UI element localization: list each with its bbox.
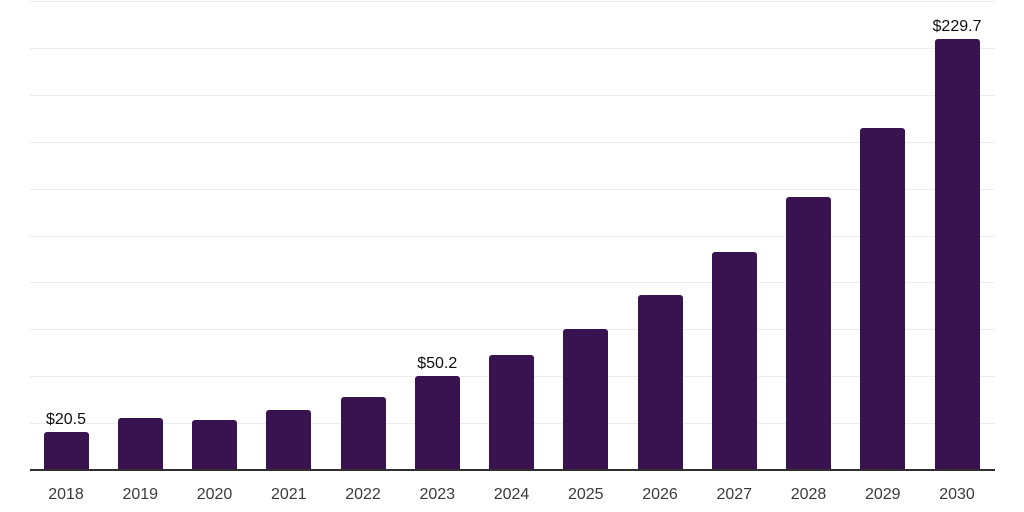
bar-2025 [563, 329, 608, 470]
x-tick-label-2024: 2024 [493, 486, 530, 503]
gridline [30, 48, 995, 49]
gridline [30, 142, 995, 143]
gridline [30, 282, 995, 283]
x-tick-label-2022: 2022 [345, 486, 381, 503]
x-tick-label-2025: 2025 [567, 486, 604, 503]
bar-2020 [192, 420, 237, 470]
x-tick-label-2020: 2020 [196, 486, 233, 503]
bar-2026 [638, 295, 683, 470]
bar-2029 [860, 128, 905, 470]
bar-2030 [935, 39, 980, 470]
x-tick-label-2030: 2030 [939, 486, 975, 503]
bar-2027 [712, 252, 757, 470]
x-tick-label-2018: 2018 [48, 486, 84, 503]
gridline [30, 1, 995, 2]
bar-2023 [415, 376, 460, 470]
bar-2021 [266, 410, 311, 470]
bar-2019 [118, 418, 163, 470]
x-tick-label-2027: 2027 [716, 486, 753, 503]
x-tick-label-2021: 2021 [270, 486, 307, 503]
x-tick-label-2026: 2026 [642, 486, 678, 503]
x-tick-label-2028: 2028 [790, 486, 827, 503]
bar-2022 [341, 397, 386, 470]
x-tick-label-2019: 2019 [122, 486, 159, 503]
gridline [30, 95, 995, 96]
bar-value-label-2030: $229.7 [932, 18, 982, 35]
gridline [30, 189, 995, 190]
bar-2024 [489, 355, 534, 470]
x-tick-label-2023: 2023 [419, 486, 456, 503]
x-axis-line [30, 469, 995, 471]
bar-2018 [44, 432, 89, 470]
gridline [30, 236, 995, 237]
bar-value-label-2023: $50.2 [417, 355, 458, 372]
bar-value-label-2018: $20.5 [45, 411, 87, 428]
gridline [30, 329, 995, 330]
bar-2028 [786, 197, 831, 470]
x-tick-label-2029: 2029 [864, 486, 901, 503]
